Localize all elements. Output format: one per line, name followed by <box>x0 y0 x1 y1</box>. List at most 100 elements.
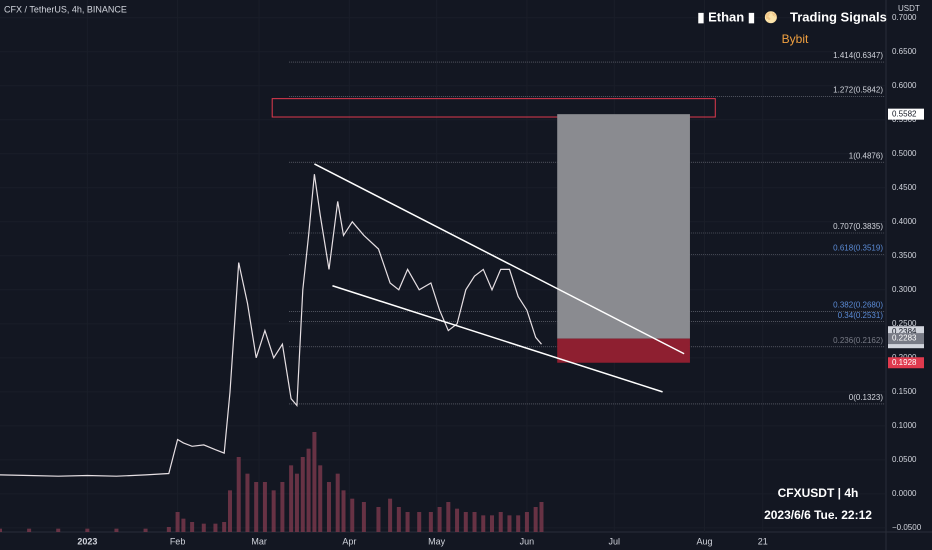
volume-bar <box>201 523 206 532</box>
trendline <box>314 163 685 355</box>
y-tick-label: 0.0000 <box>892 489 917 498</box>
y-tick-label: 0.6000 <box>892 81 917 90</box>
volume-bar <box>254 482 259 532</box>
brand-sub: Bybit <box>782 32 809 46</box>
x-tick-label: Jun <box>520 536 535 546</box>
fib-label: 0.236(0.2162) <box>833 336 883 345</box>
volume-bar <box>417 512 422 532</box>
volume-bar <box>166 527 171 532</box>
fib-label: 1.272(0.5842) <box>833 86 883 95</box>
y-tick-label: 0.1500 <box>892 387 917 396</box>
volume-bar <box>213 523 218 532</box>
volume-bar <box>56 528 61 532</box>
volume-bar <box>396 507 401 532</box>
volume-bar <box>289 465 294 532</box>
zone-box <box>271 98 716 118</box>
chart-title: CFX / TetherUS, 4h, BINANCE <box>4 4 127 14</box>
brand-icon: 🌕 <box>764 11 778 24</box>
volume-bar <box>294 473 299 532</box>
fib-label: 1.414(0.6347) <box>833 51 883 60</box>
price-tag-label: 0.2283 <box>892 334 917 343</box>
volume-bar <box>489 515 494 532</box>
price-tag <box>888 333 924 345</box>
currency: USDT <box>898 4 920 13</box>
volume-bar <box>0 528 2 532</box>
volume-bar <box>300 457 305 532</box>
x-tick-label: Aug <box>696 536 712 546</box>
y-tick-label: 0.4000 <box>892 217 917 226</box>
y-tick-label: 0.2500 <box>892 319 917 328</box>
y-tick-label: 0.1000 <box>892 421 917 430</box>
y-tick-label: 0.6500 <box>892 47 917 56</box>
volume-bar <box>85 528 90 532</box>
x-tick-label: May <box>428 536 446 546</box>
volume-bar <box>507 515 512 532</box>
footer-datetime: 2023/6/6 Tue. 22:12 <box>764 508 872 522</box>
volume-bar <box>446 502 451 532</box>
volume-bar <box>516 515 521 532</box>
volume-bar <box>114 528 119 532</box>
fib-label: 1(0.4876) <box>849 151 884 160</box>
volume-bar <box>455 508 460 532</box>
volume-bar <box>280 482 285 532</box>
x-tick-label: Mar <box>251 536 267 546</box>
volume-bar <box>222 522 227 532</box>
x-tick-label: Jul <box>609 536 621 546</box>
fib-label: 0.34(0.2531) <box>838 311 884 320</box>
volume-bar <box>472 512 477 532</box>
volume-bar <box>533 507 538 532</box>
trendline <box>332 285 663 393</box>
volume-bar <box>181 518 186 532</box>
volume-bar <box>306 448 311 532</box>
volume-bar <box>405 512 410 532</box>
volume-bar <box>524 512 529 532</box>
x-tick-label: 21 <box>758 536 768 546</box>
y-tick-label: −0.0500 <box>892 523 922 532</box>
volume-bar <box>388 498 393 532</box>
fib-label: 0.382(0.2680) <box>833 301 883 310</box>
volume-bar <box>271 490 276 532</box>
footer-symbol: CFXUSDT | 4h <box>778 486 859 500</box>
fib-label: 0.707(0.3835) <box>833 222 883 231</box>
position-profit <box>557 114 690 339</box>
volume-bar <box>326 482 331 532</box>
x-tick-label: Feb <box>170 536 186 546</box>
price-tag-label: 0.2384 <box>892 327 917 336</box>
y-tick-label: 0.0500 <box>892 455 917 464</box>
x-tick-label: Apr <box>342 536 356 546</box>
volume-bar <box>350 498 355 532</box>
y-tick-label: 0.7000 <box>892 13 917 22</box>
volume-bar <box>463 512 468 532</box>
volume-bar <box>318 465 323 532</box>
volume-bar <box>312 432 317 532</box>
volume-bar <box>262 482 267 532</box>
y-tick-label: 0.5000 <box>892 149 917 158</box>
volume-bar <box>27 528 32 532</box>
volume-bar <box>539 502 544 532</box>
y-tick-label: 0.4500 <box>892 183 917 192</box>
position-loss <box>557 338 690 363</box>
volume-bar <box>376 507 381 532</box>
price-tag-label: 0.1928 <box>892 358 917 367</box>
volume-bar <box>341 490 346 532</box>
volume-bar <box>245 473 250 532</box>
x-tick-label: 2023 <box>77 536 97 546</box>
fib-label: 0(0.1323) <box>849 393 884 402</box>
volume-bar <box>428 512 433 532</box>
volume-bar <box>143 528 148 532</box>
volume-bar <box>236 457 241 532</box>
price-tag-label: 0.5582 <box>892 109 917 118</box>
volume-bar <box>190 522 195 532</box>
price-tag <box>888 357 924 369</box>
volume-bar <box>335 473 340 532</box>
volume-bar <box>481 515 486 532</box>
volume-bar <box>437 507 442 532</box>
brand-left: ▮ Ethan ▮ <box>697 9 755 24</box>
volume-bar <box>498 512 503 532</box>
fib-label: 0.618(0.3519) <box>833 244 883 253</box>
y-tick-label: 0.3500 <box>892 251 917 260</box>
price-line <box>0 174 542 477</box>
y-tick-label: 0.3000 <box>892 285 917 294</box>
